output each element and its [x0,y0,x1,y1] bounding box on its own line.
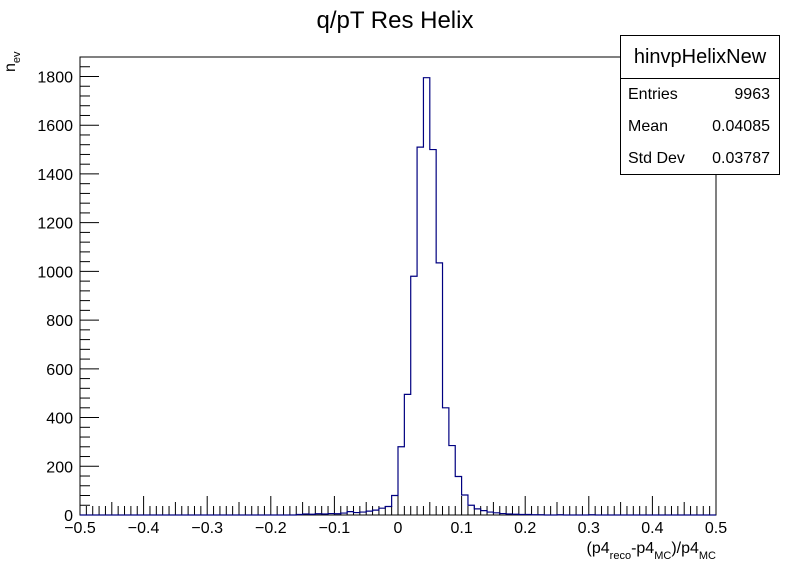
y-tick-label: 1000 [37,264,73,281]
stats-row-stddev: Std Dev 0.03787 [621,143,779,175]
y-axis-label: nev [2,51,23,72]
x-axis-label: (p4reco-p4MC)/p4MC [587,540,717,562]
y-tick-label: 800 [46,313,73,330]
x-tick-label: 0.1 [450,520,472,537]
x-tick-label: −0.4 [128,520,160,537]
stats-row-mean: Mean 0.04085 [621,111,779,143]
mean-label: Mean [628,118,669,135]
y-tick-label: 400 [46,411,73,428]
x-axis-ticks: −0.5 −0.4 −0.3 −0.2 −0.1 0 0.1 0.2 0.3 0.4 0.5 [64,496,727,537]
stats-box-title: hinvpHelixNew [621,36,779,79]
y-tick-label: 1800 [37,69,73,86]
x-axis-label-sub: reco [610,550,631,562]
y-tick-label: 600 [46,362,73,379]
y-tick-label: 1200 [37,216,73,233]
svg-text:nev: nev [2,51,23,72]
stats-box: hinvpHelixNew Entries 9963 Mean 0.04085 … [620,35,780,175]
x-tick-label: 0 [394,520,403,537]
y-axis-label-base: n [2,63,19,72]
x-axis-label-sub: MC [654,550,671,562]
y-tick-label: 1400 [37,167,73,184]
x-tick-label: −0.1 [319,520,351,537]
y-tick-label: 1600 [37,118,73,135]
stats-row-entries: Entries 9963 [621,79,779,111]
y-tick-label: 0 [64,508,73,525]
x-axis-label-part: )/p4 [671,540,699,557]
x-tick-label: 0.3 [578,520,600,537]
stddev-label: Std Dev [628,150,685,167]
x-tick-label: 0.4 [641,520,663,537]
x-tick-label: −0.2 [255,520,287,537]
stddev-value: 0.03787 [712,150,770,167]
x-tick-label: −0.5 [64,520,96,537]
chart-title: q/pT Res Helix [317,7,474,34]
histogram-line [80,77,716,516]
mean-value: 0.04085 [712,118,770,135]
y-axis-ticks: 0 200 400 600 800 1000 1200 1400 1600 1800 [37,56,99,525]
x-tick-label: 0.2 [514,520,536,537]
y-tick-label: 200 [46,459,73,476]
x-axis-label-sub: MC [699,550,716,562]
x-axis-label-part: -p4 [631,540,654,557]
entries-value: 9963 [734,86,770,103]
entries-label: Entries [628,86,678,103]
y-axis-label-sub: ev [11,51,23,63]
x-axis-label-part: (p4 [587,540,610,557]
x-tick-label: −0.3 [191,520,223,537]
x-tick-label: 0.5 [705,520,727,537]
